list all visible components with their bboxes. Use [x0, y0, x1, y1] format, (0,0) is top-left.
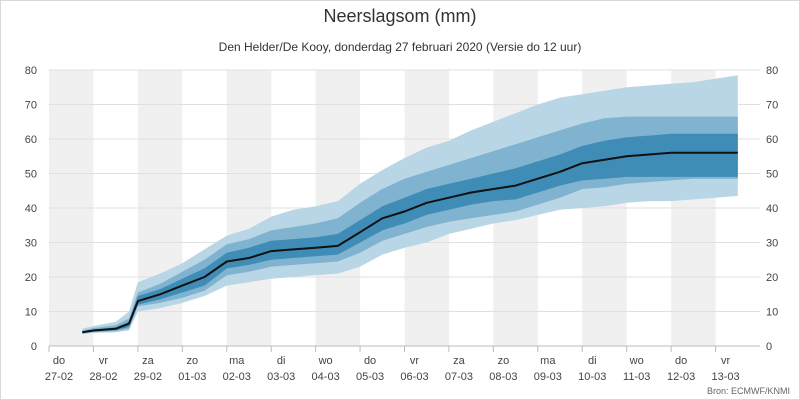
x-tick-date: 04-03 — [312, 371, 340, 383]
y-tick-label-left: 10 — [25, 307, 37, 319]
x-tick-day: do — [364, 355, 376, 367]
x-tick-day: ma — [229, 355, 245, 367]
y-tick-label-left: 0 — [31, 341, 37, 353]
y-tick-label-left: 70 — [25, 100, 37, 112]
y-tick-label-right: 60 — [766, 134, 778, 146]
x-tick-day: di — [588, 355, 597, 367]
y-tick-label-right: 70 — [766, 100, 778, 112]
y-tick-label-left: 60 — [25, 134, 37, 146]
y-tick-label-right: 30 — [766, 238, 778, 250]
x-tick-date: 11-03 — [623, 371, 650, 383]
x-tick-day: za — [142, 355, 155, 367]
x-tick-date: 27-02 — [45, 371, 73, 383]
x-tick-date: 06-03 — [400, 371, 428, 383]
x-tick-day: wo — [629, 355, 644, 367]
x-tick-day: di — [277, 355, 286, 367]
y-tick-label-right: 80 — [766, 65, 778, 77]
x-tick-day: vr — [99, 355, 109, 367]
chart-subtitle: Den Helder/De Kooy, donderdag 27 februar… — [218, 40, 582, 54]
x-tick-day: vr — [721, 355, 731, 367]
y-tick-label-left: 20 — [25, 272, 37, 284]
x-tick-date: 28-02 — [89, 371, 117, 383]
x-tick-date: 02-03 — [223, 371, 251, 383]
x-tick-date: 08-03 — [489, 371, 517, 383]
x-tick-date: 10-03 — [578, 371, 606, 383]
x-tick-date: 29-02 — [134, 371, 162, 383]
x-tick-date: 12-03 — [667, 371, 695, 383]
x-tick-date: 01-03 — [178, 371, 206, 383]
y-tick-label-right: 10 — [766, 307, 778, 319]
x-tick-day: wo — [318, 355, 333, 367]
x-tick-date: 09-03 — [534, 371, 562, 383]
y-tick-label-right: 20 — [766, 272, 778, 284]
x-tick-date: 05-03 — [356, 371, 384, 383]
x-tick-day: zo — [498, 355, 510, 367]
x-tick-day: ma — [540, 355, 556, 367]
y-tick-label-right: 0 — [766, 341, 772, 353]
chart-credits: Bron: ECMWF/KNMI — [706, 386, 790, 396]
median-line — [82, 151, 738, 334]
x-tick-date: 03-03 — [267, 371, 295, 383]
x-tick-date: 13-03 — [711, 371, 739, 383]
y-tick-label-left: 30 — [25, 238, 37, 250]
chart-title: Neerslagsom (mm) — [323, 6, 477, 26]
x-tick-day: vr — [410, 355, 420, 367]
y-tick-label-right: 40 — [766, 203, 778, 215]
y-tick-label-left: 80 — [25, 65, 37, 77]
y-tick-label-left: 40 — [25, 203, 37, 215]
x-tick-date: 07-03 — [445, 371, 473, 383]
x-tick-day: zo — [187, 355, 199, 367]
x-tick-day: do — [53, 355, 65, 367]
x-tick-day: za — [453, 355, 466, 367]
x-tick-day: do — [675, 355, 687, 367]
y-tick-label-right: 50 — [766, 169, 778, 181]
y-tick-label-left: 50 — [25, 169, 37, 181]
